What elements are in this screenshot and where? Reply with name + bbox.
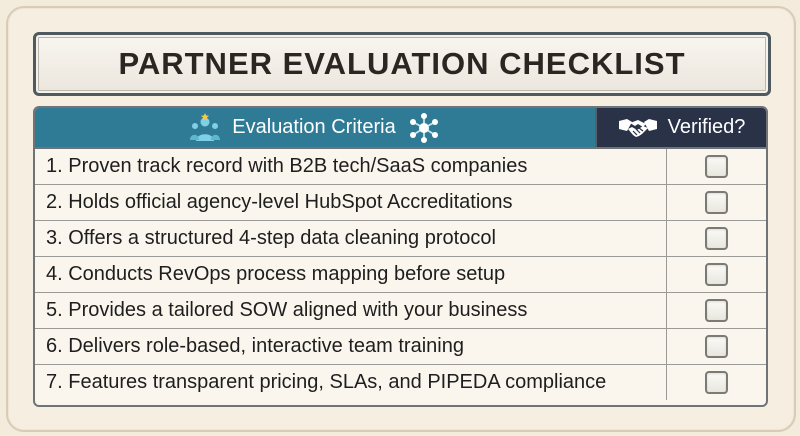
network-nodes-icon: [408, 112, 440, 144]
table-header: Evaluation Criteria: [35, 108, 766, 149]
verified-cell: [667, 185, 766, 220]
checklist-row: 4. Conducts RevOps process mapping befor…: [35, 257, 766, 293]
verified-header: Verified?: [597, 108, 766, 147]
checklist-row: 7. Features transparent pricing, SLAs, a…: [35, 365, 766, 400]
verified-cell: [667, 365, 766, 400]
criteria-header: Evaluation Criteria: [35, 108, 597, 147]
criterion-text: 4. Conducts RevOps process mapping befor…: [35, 257, 667, 292]
verified-cell: [667, 149, 766, 184]
checklist-row: 6. Delivers role-based, interactive team…: [35, 329, 766, 365]
verified-header-label: Verified?: [667, 116, 746, 138]
team-award-icon: [190, 112, 221, 143]
criteria-header-label: Evaluation Criteria: [232, 116, 396, 138]
checklist-row: 2. Holds official agency-level HubSpot A…: [35, 185, 766, 221]
verified-checkbox[interactable]: [705, 227, 728, 250]
verified-cell: [667, 329, 766, 364]
verified-checkbox[interactable]: [705, 155, 728, 178]
criterion-text: 3. Offers a structured 4-step data clean…: [35, 221, 667, 256]
checklist-row: 1. Proven track record with B2B tech/Saa…: [35, 149, 766, 185]
verified-cell: [667, 293, 766, 328]
verified-cell: [667, 257, 766, 292]
title-banner: PARTNER EVALUATION CHECKLIST: [33, 32, 771, 96]
criterion-text: 2. Holds official agency-level HubSpot A…: [35, 185, 667, 220]
verified-cell: [667, 221, 766, 256]
criterion-text: 6. Delivers role-based, interactive team…: [35, 329, 667, 364]
checklist-row: 3. Offers a structured 4-step data clean…: [35, 221, 766, 257]
checklist-row: 5. Provides a tailored SOW aligned with …: [35, 293, 766, 329]
verified-checkbox[interactable]: [705, 335, 728, 358]
checklist-table: Evaluation Criteria: [33, 106, 768, 407]
criterion-text: 7. Features transparent pricing, SLAs, a…: [35, 365, 667, 400]
criterion-text: 1. Proven track record with B2B tech/Saa…: [35, 149, 667, 184]
verified-checkbox[interactable]: [705, 263, 728, 286]
page-title: PARTNER EVALUATION CHECKLIST: [118, 46, 686, 81]
verified-checkbox[interactable]: [705, 371, 728, 394]
handshake-icon: [618, 115, 658, 141]
verified-checkbox[interactable]: [705, 299, 728, 322]
criterion-text: 5. Provides a tailored SOW aligned with …: [35, 293, 667, 328]
verified-checkbox[interactable]: [705, 191, 728, 214]
